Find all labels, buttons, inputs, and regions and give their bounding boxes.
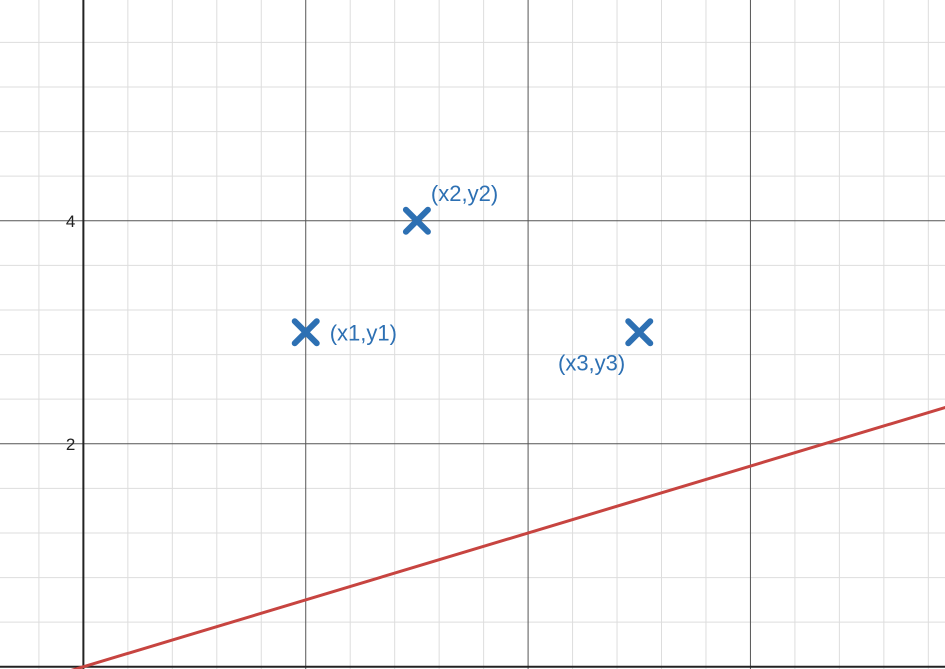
point-label: (x1,y1)	[330, 320, 397, 345]
y-tick-label: 2	[66, 435, 75, 454]
point-marker	[402, 206, 431, 235]
point-label: (x3,y3)	[558, 350, 625, 375]
point-marker	[291, 318, 320, 347]
point-marker	[625, 318, 654, 347]
line-series	[70, 406, 945, 669]
point-label: (x2,y2)	[431, 181, 498, 206]
y-tick-label: 4	[66, 212, 75, 231]
